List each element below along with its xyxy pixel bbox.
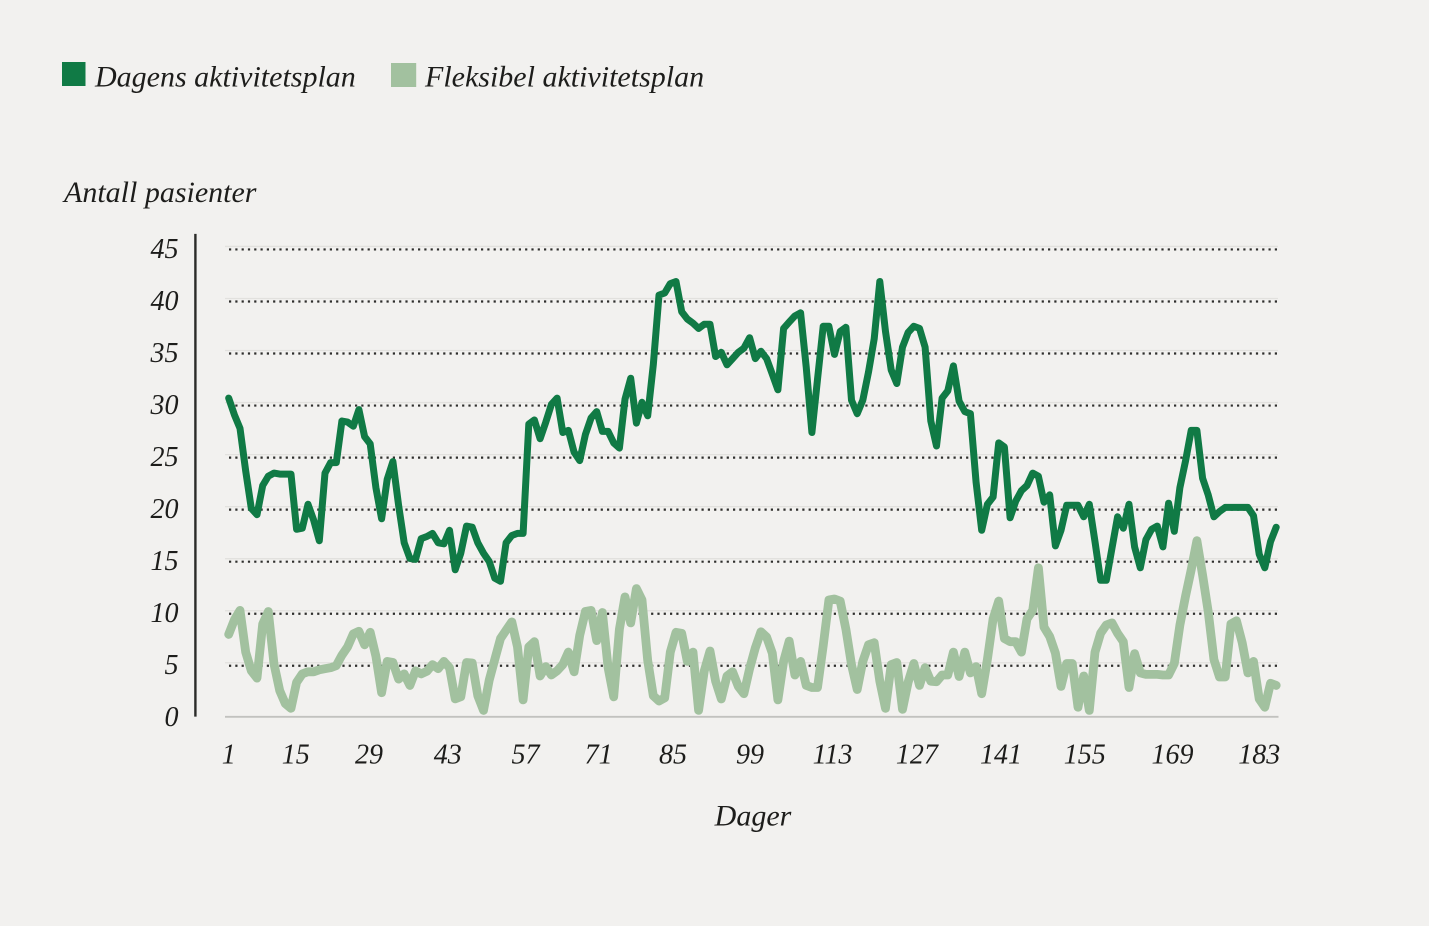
svg-text:Antall pasienter: Antall pasienter [62,176,257,209]
svg-text:40: 40 [151,286,179,317]
svg-text:1: 1 [222,740,236,771]
svg-text:15: 15 [282,740,310,771]
svg-text:141: 141 [980,740,1022,771]
svg-text:15: 15 [151,546,179,577]
svg-text:20: 20 [151,494,179,525]
svg-text:113: 113 [813,740,853,771]
svg-text:169: 169 [1152,740,1194,771]
svg-text:10: 10 [151,598,179,629]
svg-text:85: 85 [659,740,687,771]
svg-text:5: 5 [165,650,179,681]
svg-text:71: 71 [585,740,613,771]
svg-text:35: 35 [150,338,179,369]
svg-text:155: 155 [1064,740,1106,771]
svg-text:30: 30 [150,390,179,421]
svg-text:Dagens aktivitetsplan: Dagens aktivitetsplan [94,61,356,94]
svg-text:183: 183 [1238,740,1280,771]
svg-text:43: 43 [434,740,462,771]
svg-text:Dager: Dager [714,799,792,832]
svg-text:25: 25 [151,442,179,473]
svg-text:Fleksibel aktivitetsplan: Fleksibel aktivitetsplan [424,61,704,94]
svg-text:45: 45 [151,234,179,265]
svg-text:29: 29 [355,740,383,771]
svg-text:57: 57 [512,740,541,771]
svg-text:99: 99 [736,740,764,771]
svg-text:0: 0 [165,702,179,733]
svg-text:127: 127 [896,740,939,771]
